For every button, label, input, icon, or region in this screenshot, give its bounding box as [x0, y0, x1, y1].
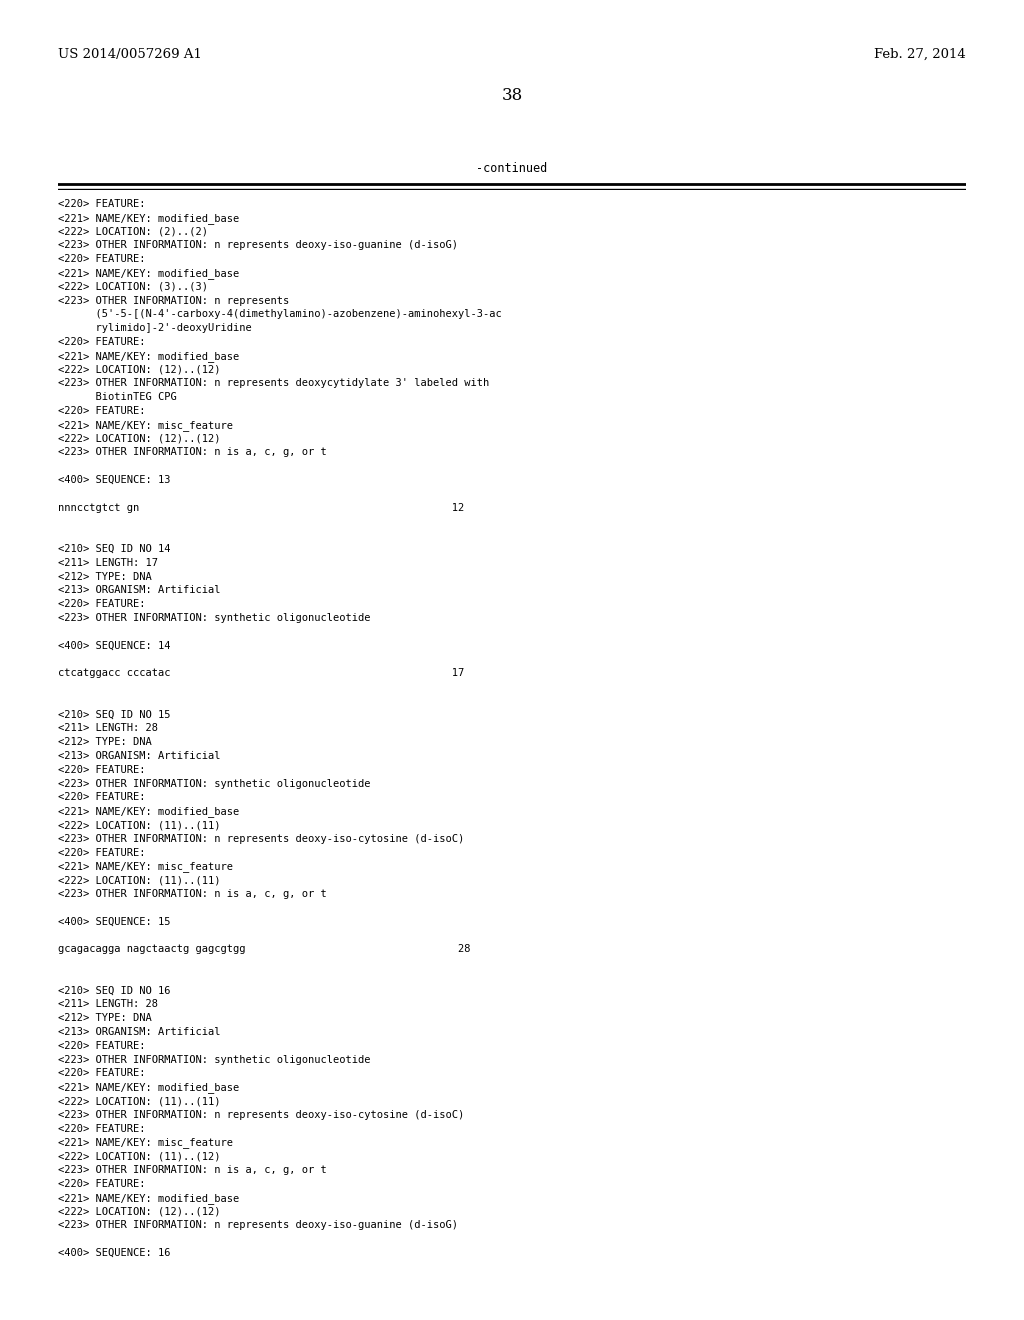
Text: <223> OTHER INFORMATION: synthetic oligonucleotide: <223> OTHER INFORMATION: synthetic oligo… [58, 779, 371, 788]
Text: rylimido]-2'-deoxyUridine: rylimido]-2'-deoxyUridine [58, 323, 252, 333]
Text: <210> SEQ ID NO 16: <210> SEQ ID NO 16 [58, 986, 171, 995]
Text: <220> FEATURE:: <220> FEATURE: [58, 792, 145, 803]
Text: <220> FEATURE:: <220> FEATURE: [58, 847, 145, 858]
Text: Feb. 27, 2014: Feb. 27, 2014 [874, 48, 966, 61]
Text: <222> LOCATION: (11)..(11): <222> LOCATION: (11)..(11) [58, 820, 220, 830]
Text: <220> FEATURE:: <220> FEATURE: [58, 1123, 145, 1134]
Text: <220> FEATURE:: <220> FEATURE: [58, 1068, 145, 1078]
Text: <220> FEATURE:: <220> FEATURE: [58, 764, 145, 775]
Text: <222> LOCATION: (12)..(12): <222> LOCATION: (12)..(12) [58, 433, 220, 444]
Text: <222> LOCATION: (11)..(12): <222> LOCATION: (11)..(12) [58, 1151, 220, 1162]
Text: <400> SEQUENCE: 13: <400> SEQUENCE: 13 [58, 475, 171, 484]
Text: <220> FEATURE:: <220> FEATURE: [58, 199, 145, 209]
Text: <400> SEQUENCE: 15: <400> SEQUENCE: 15 [58, 916, 171, 927]
Text: <211> LENGTH: 28: <211> LENGTH: 28 [58, 999, 158, 1010]
Text: <222> LOCATION: (11)..(11): <222> LOCATION: (11)..(11) [58, 1096, 220, 1106]
Text: <213> ORGANISM: Artificial: <213> ORGANISM: Artificial [58, 585, 220, 595]
Text: <400> SEQUENCE: 16: <400> SEQUENCE: 16 [58, 1247, 171, 1258]
Text: <220> FEATURE:: <220> FEATURE: [58, 407, 145, 416]
Text: <221> NAME/KEY: modified_base: <221> NAME/KEY: modified_base [58, 1082, 240, 1093]
Text: (5'-5-[(N-4'-carboxy-4(dimethylamino)-azobenzene)-aminohexyl-3-ac: (5'-5-[(N-4'-carboxy-4(dimethylamino)-az… [58, 309, 502, 319]
Text: BiotinTEG CPG: BiotinTEG CPG [58, 392, 177, 403]
Text: -continued: -continued [476, 162, 548, 176]
Text: <220> FEATURE:: <220> FEATURE: [58, 337, 145, 347]
Text: <221> NAME/KEY: modified_base: <221> NAME/KEY: modified_base [58, 807, 240, 817]
Text: <221> NAME/KEY: modified_base: <221> NAME/KEY: modified_base [58, 213, 240, 223]
Text: ctcatggacc cccatac                                             17: ctcatggacc cccatac 17 [58, 668, 464, 678]
Text: <223> OTHER INFORMATION: n represents deoxy-iso-guanine (d-isoG): <223> OTHER INFORMATION: n represents de… [58, 240, 458, 251]
Text: <210> SEQ ID NO 14: <210> SEQ ID NO 14 [58, 544, 171, 554]
Text: <220> FEATURE:: <220> FEATURE: [58, 599, 145, 610]
Text: <211> LENGTH: 28: <211> LENGTH: 28 [58, 723, 158, 734]
Text: <222> LOCATION: (2)..(2): <222> LOCATION: (2)..(2) [58, 227, 208, 236]
Text: <211> LENGTH: 17: <211> LENGTH: 17 [58, 558, 158, 568]
Text: <212> TYPE: DNA: <212> TYPE: DNA [58, 572, 152, 582]
Text: <223> OTHER INFORMATION: n represents deoxycytidylate 3' labeled with: <223> OTHER INFORMATION: n represents de… [58, 379, 489, 388]
Text: US 2014/0057269 A1: US 2014/0057269 A1 [58, 48, 202, 61]
Text: <212> TYPE: DNA: <212> TYPE: DNA [58, 1014, 152, 1023]
Text: <223> OTHER INFORMATION: synthetic oligonucleotide: <223> OTHER INFORMATION: synthetic oligo… [58, 612, 371, 623]
Text: 38: 38 [502, 87, 522, 104]
Text: <220> FEATURE:: <220> FEATURE: [58, 1040, 145, 1051]
Text: <222> LOCATION: (3)..(3): <222> LOCATION: (3)..(3) [58, 281, 208, 292]
Text: <212> TYPE: DNA: <212> TYPE: DNA [58, 737, 152, 747]
Text: <221> NAME/KEY: modified_base: <221> NAME/KEY: modified_base [58, 268, 240, 279]
Text: <223> OTHER INFORMATION: n is a, c, g, or t: <223> OTHER INFORMATION: n is a, c, g, o… [58, 888, 327, 899]
Text: <220> FEATURE:: <220> FEATURE: [58, 255, 145, 264]
Text: <213> ORGANISM: Artificial: <213> ORGANISM: Artificial [58, 751, 220, 762]
Text: gcagacagga nagctaactg gagcgtgg                                  28: gcagacagga nagctaactg gagcgtgg 28 [58, 944, 470, 954]
Text: <223> OTHER INFORMATION: n represents deoxy-iso-cytosine (d-isoC): <223> OTHER INFORMATION: n represents de… [58, 834, 464, 843]
Text: <223> OTHER INFORMATION: n represents: <223> OTHER INFORMATION: n represents [58, 296, 289, 306]
Text: <223> OTHER INFORMATION: n represents deoxy-iso-guanine (d-isoG): <223> OTHER INFORMATION: n represents de… [58, 1220, 458, 1230]
Text: <222> LOCATION: (11)..(11): <222> LOCATION: (11)..(11) [58, 875, 220, 886]
Text: <220> FEATURE:: <220> FEATURE: [58, 1179, 145, 1189]
Text: <221> NAME/KEY: modified_base: <221> NAME/KEY: modified_base [58, 1192, 240, 1204]
Text: nnncctgtct gn                                                  12: nnncctgtct gn 12 [58, 503, 464, 512]
Text: <400> SEQUENCE: 14: <400> SEQUENCE: 14 [58, 640, 171, 651]
Text: <221> NAME/KEY: misc_feature: <221> NAME/KEY: misc_feature [58, 862, 233, 873]
Text: <213> ORGANISM: Artificial: <213> ORGANISM: Artificial [58, 1027, 220, 1038]
Text: <221> NAME/KEY: misc_feature: <221> NAME/KEY: misc_feature [58, 1138, 233, 1148]
Text: <223> OTHER INFORMATION: synthetic oligonucleotide: <223> OTHER INFORMATION: synthetic oligo… [58, 1055, 371, 1065]
Text: <221> NAME/KEY: misc_feature: <221> NAME/KEY: misc_feature [58, 420, 233, 430]
Text: <223> OTHER INFORMATION: n represents deoxy-iso-cytosine (d-isoC): <223> OTHER INFORMATION: n represents de… [58, 1110, 464, 1119]
Text: <210> SEQ ID NO 15: <210> SEQ ID NO 15 [58, 710, 171, 719]
Text: <222> LOCATION: (12)..(12): <222> LOCATION: (12)..(12) [58, 364, 220, 375]
Text: <223> OTHER INFORMATION: n is a, c, g, or t: <223> OTHER INFORMATION: n is a, c, g, o… [58, 447, 327, 458]
Text: <223> OTHER INFORMATION: n is a, c, g, or t: <223> OTHER INFORMATION: n is a, c, g, o… [58, 1166, 327, 1175]
Text: <222> LOCATION: (12)..(12): <222> LOCATION: (12)..(12) [58, 1206, 220, 1217]
Text: <221> NAME/KEY: modified_base: <221> NAME/KEY: modified_base [58, 351, 240, 362]
